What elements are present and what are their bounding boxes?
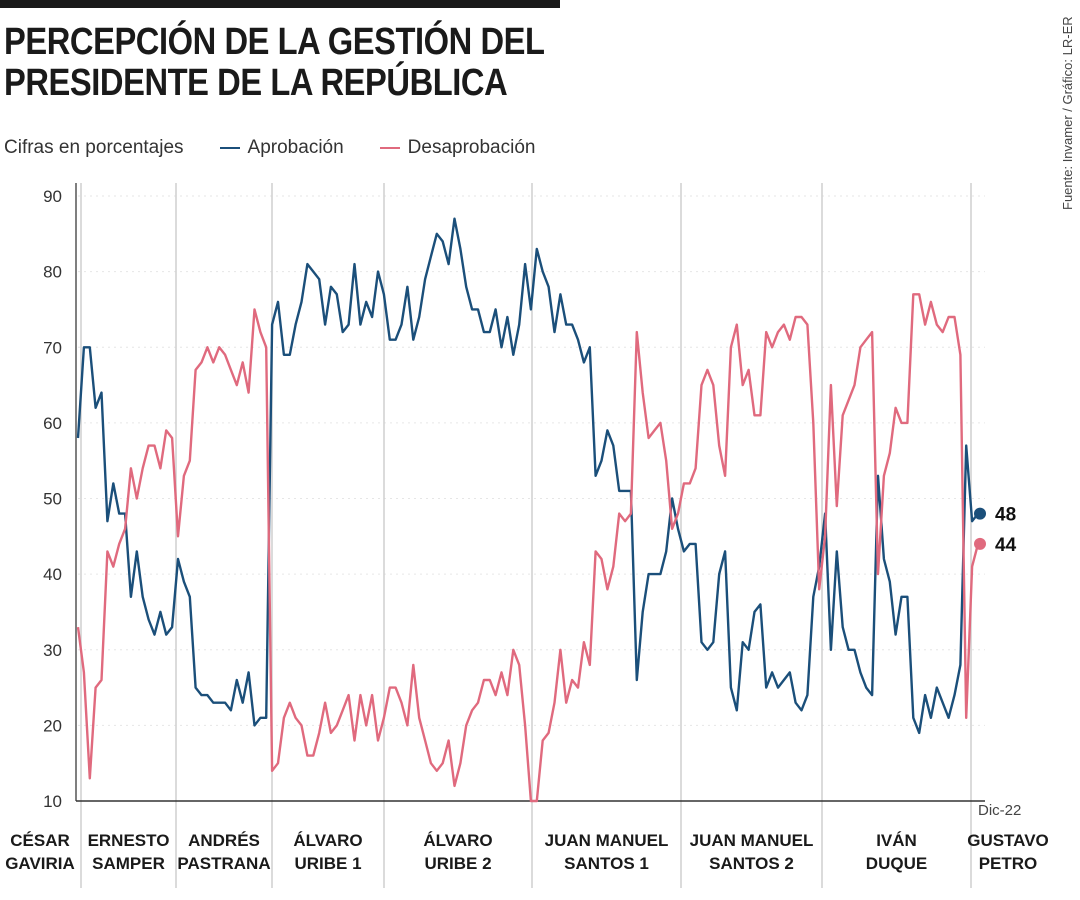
period-label-line2: SANTOS 2 xyxy=(709,854,794,873)
last-value-marker xyxy=(974,537,986,550)
period-label-line1: CÉSAR xyxy=(10,831,70,850)
period-label-line1: ANDRÉS xyxy=(188,831,260,850)
y-tick-label: 30 xyxy=(43,641,62,660)
y-tick-label: 50 xyxy=(43,490,62,509)
x-end-label: Dic-22 xyxy=(978,802,1021,819)
period-label-line1: JUAN MANUEL xyxy=(545,831,669,850)
period-label-line2: SANTOS 1 xyxy=(564,854,649,873)
y-tick-label: 10 xyxy=(43,792,62,811)
period-label-line2: DUQUE xyxy=(866,854,927,873)
period-label-line2: SAMPER xyxy=(92,854,165,873)
legend-label-desaprobacion: Desaprobación xyxy=(407,137,536,158)
period-label-line1: ERNESTO xyxy=(88,831,170,850)
period-label-line2: URIBE 1 xyxy=(294,854,361,873)
period-label-line2: URIBE 2 xyxy=(424,854,491,873)
period-label-line2: GAVIRIA xyxy=(5,854,75,873)
last-value-label: 44 xyxy=(995,535,1017,556)
last-value-marker xyxy=(974,507,986,520)
period-label-line2: PASTRANA xyxy=(177,854,270,873)
y-tick-label: 80 xyxy=(43,263,62,282)
legend-label-aprobacion: Aprobación xyxy=(247,137,344,158)
series-line-desaprobacion xyxy=(76,293,980,803)
title-line-2: PRESIDENTE DE LA REPÚBLICA xyxy=(4,62,508,104)
legend-swatch-aprobacion xyxy=(219,147,240,149)
y-tick-label: 60 xyxy=(43,414,62,433)
title-line-1: PERCEPCIÓN DE LA GESTIÓN DEL xyxy=(4,21,545,63)
title-bar-decoration xyxy=(0,0,560,8)
y-tick-label: 40 xyxy=(43,565,62,584)
period-label-line2: PETRO xyxy=(979,854,1038,873)
y-tick-label: 90 xyxy=(43,187,62,206)
subtitle: Cifras en porcentajes xyxy=(4,137,184,158)
y-tick-label: 20 xyxy=(43,716,62,735)
series-line-aprobacion xyxy=(76,217,979,735)
period-label-line1: JUAN MANUEL xyxy=(690,831,814,850)
last-value-label: 48 xyxy=(995,505,1016,526)
legend: Cifras en porcentajes Aprobación Desapro… xyxy=(4,137,535,159)
period-label-line1: ÁLVARO xyxy=(293,831,362,850)
chart-title: PERCEPCIÓN DE LA GESTIÓN DEL PRESIDENTE … xyxy=(4,22,545,104)
period-label-line1: IVÁN xyxy=(876,831,917,850)
legend-swatch-desaprobacion xyxy=(379,147,400,149)
period-label-line1: GUSTAVO xyxy=(967,831,1049,850)
y-tick-label: 70 xyxy=(43,338,62,357)
period-label-line1: ÁLVARO xyxy=(423,831,492,850)
